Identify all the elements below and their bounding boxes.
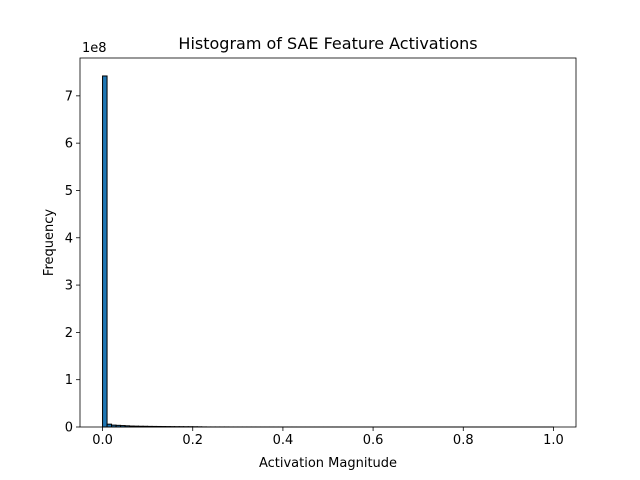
- x-tick-label: 0.4: [273, 433, 294, 448]
- y-offset-label: 1e8: [82, 41, 107, 56]
- x-axis-label: Activation Magnitude: [259, 456, 397, 471]
- x-axis-ticks: 0.0 0.2 0.4 0.6 0.8 1.0: [92, 427, 564, 448]
- y-tick-label: 2: [65, 326, 73, 341]
- x-tick-label: 0.0: [92, 433, 113, 448]
- y-tick-label: 6: [65, 137, 73, 152]
- histogram-bar: [106, 423, 113, 428]
- y-tick-label: 1: [65, 373, 73, 388]
- x-tick-label: 0.8: [453, 433, 474, 448]
- histogram-bar: [102, 75, 108, 428]
- x-tick-label: 1.0: [543, 433, 564, 448]
- y-tick-label: 7: [65, 89, 73, 104]
- y-tick-label: 0: [65, 421, 73, 436]
- x-tick-label: 0.6: [363, 433, 384, 448]
- y-axis-label: Frequency: [42, 209, 57, 276]
- y-axis-ticks: 0 1 2 3 4 5 6 7: [65, 89, 80, 436]
- plot-frame: [79, 57, 577, 428]
- x-tick-label: 0.2: [182, 433, 203, 448]
- y-tick-label: 5: [65, 184, 73, 199]
- histogram-bars: [102, 75, 554, 428]
- chart-title: Histogram of SAE Feature Activations: [178, 34, 477, 53]
- y-tick-label: 3: [65, 279, 73, 294]
- y-tick-label: 4: [65, 231, 73, 246]
